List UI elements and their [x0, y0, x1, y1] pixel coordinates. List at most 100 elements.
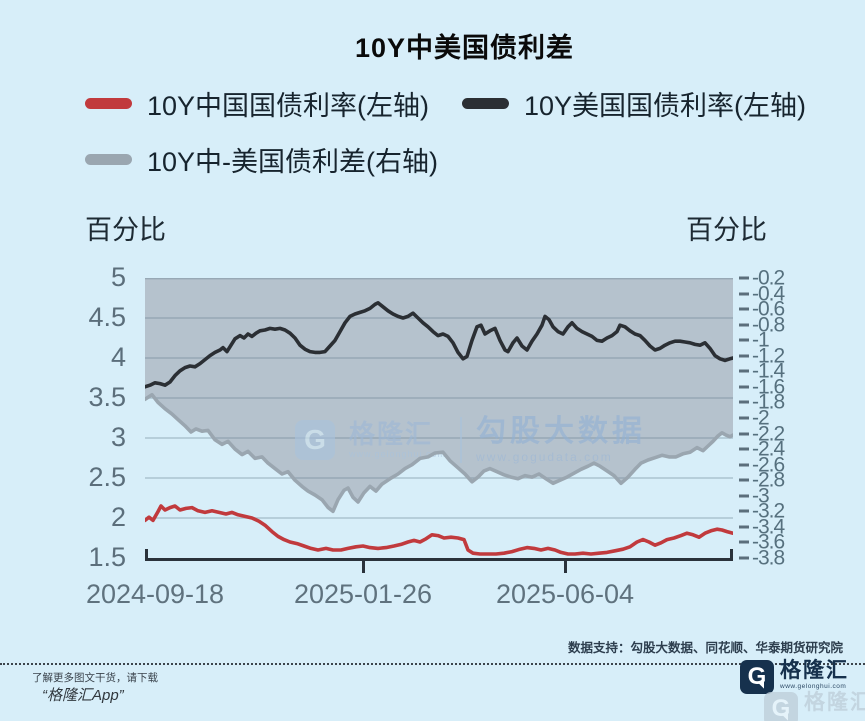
y-axis-tick-right: -2.2: [739, 422, 785, 446]
tick-dash: [739, 478, 749, 482]
tick-dash: [739, 509, 749, 513]
legend-label-spread: 10Y中-美国债利差(右轴): [147, 147, 439, 177]
y-axis-tick-right: -0.8: [739, 313, 785, 337]
legend-label-china: 10Y中国国债利率(左轴): [147, 91, 430, 121]
logo-letter-faded: G: [771, 695, 791, 721]
y-axis-label-right: -2.4: [752, 437, 785, 461]
legend-swatch-china: [85, 98, 132, 109]
footer-divider: [0, 663, 865, 665]
x-axis-line: [145, 549, 733, 573]
y-axis-tick-right: -0.4: [739, 282, 785, 306]
gelonghui-brand-logo: G 格隆汇 www.gelonghui.com: [740, 660, 849, 694]
tick-dash: [739, 307, 749, 311]
legend-swatch-us: [462, 98, 509, 109]
series-line-10Y美国国债利率(左轴): [145, 300, 733, 389]
y-axis-label-left: 1.5: [88, 541, 126, 572]
y-axis-label-right: -3.6: [752, 530, 785, 554]
tick-dash: [739, 540, 749, 544]
y-axis-label-right: -1: [752, 328, 770, 352]
y-axis-tick-right: -3.6: [739, 530, 785, 554]
y-axis-tick-right: -3.8: [739, 546, 785, 570]
x-axis-tick: [563, 561, 567, 573]
chart-title: 10Y中美国债利差: [354, 33, 575, 63]
gelonghui-g-icon-faded: G: [764, 692, 798, 721]
legend-label-us: 10Y美国国债利率(左轴): [524, 91, 807, 121]
y-axis-label-left: 3: [110, 421, 126, 452]
y-axis-label-right: -2: [752, 406, 770, 430]
legend-item-spread: 10Y中-美国债利差(右轴): [85, 140, 438, 179]
right-axis-ticks: -0.2 -0.4 -0.6 -0.8 -1 -1.2 -1.4 -1.6 -1.8 -2 -2.2…: [737, 268, 865, 569]
y-axis-tick-right: -1.4: [739, 359, 785, 383]
y-axis-tick-right: -3: [739, 484, 770, 508]
legend-swatch-spread: [85, 154, 132, 165]
y-axis-label-right: -0.6: [752, 297, 785, 321]
y-axis-label-left: 2: [110, 501, 126, 532]
series-line-10Y中-美国债利差(右轴): [145, 392, 733, 514]
y-axis-label-right: -0.4: [752, 282, 785, 306]
app-name-text: “格隆汇App”: [42, 687, 124, 704]
watermark-partner-url: www.gogudata.com: [476, 450, 613, 464]
y-axis-tick-right: -3.4: [739, 515, 785, 539]
y-axis-tick-right: -0.2: [739, 268, 785, 289]
gelonghui-brand-watermark: G 格隆汇: [764, 692, 865, 721]
y-axis-label-left: 3.5: [88, 381, 126, 412]
brand-url: www.gelonghui.com: [780, 683, 847, 690]
tick-dash: [739, 400, 749, 404]
tick-dash: [739, 338, 749, 342]
y-axis-tick-right: -1: [739, 328, 770, 352]
tick-dash: [739, 276, 749, 280]
y-axis-label-right: -1.8: [752, 390, 785, 414]
gelonghui-g-icon: G: [740, 660, 774, 694]
y-axis-label-right: -1.6: [752, 375, 785, 399]
legend-item-china: 10Y中国国债利率(左轴): [85, 84, 429, 123]
promo-text: 了解更多图文干货，请下载: [32, 672, 158, 684]
y-axis-label-right: -3: [752, 484, 770, 508]
x-axis-label: 2024-09-18: [85, 579, 225, 609]
y-axis-label-left: 5: [110, 261, 126, 292]
tick-dash: [739, 556, 749, 560]
y-axis-tick-right: -2: [739, 406, 770, 430]
y-axis-tick-right: -0.6: [739, 297, 785, 321]
y-axis-label-right: -1.4: [752, 359, 785, 383]
y-axis-label-right: -0.8: [752, 313, 785, 337]
tick-dash: [739, 494, 749, 498]
gelonghui-logo-icon: G: [295, 420, 335, 460]
x-axis-right-cap: [730, 549, 733, 560]
left-axis-caption: 百分比: [85, 215, 166, 245]
tick-dash: [739, 525, 749, 529]
left-axis-ticks: 5 4.5 4 3.5 3 2.5 2 1.5: [0, 262, 132, 572]
series-line-10Y中国国债利率(左轴): [145, 504, 733, 556]
y-axis-label-left: 2.5: [88, 461, 126, 492]
legend-item-us: 10Y美国国债利率(左轴): [462, 84, 806, 123]
y-axis-tick-right: -1.6: [739, 375, 785, 399]
y-axis-tick-right: -2.8: [739, 468, 785, 492]
right-axis-caption: 百分比: [686, 215, 767, 245]
y-axis-label-right: -3.8: [752, 546, 785, 570]
y-axis-tick-right: -1.8: [739, 390, 785, 414]
x-axis-left-cap: [145, 549, 148, 560]
watermark-brand: 格隆汇: [349, 419, 434, 449]
y-axis-label-right: -3.2: [752, 499, 785, 523]
tick-dash: [739, 447, 749, 451]
tick-dash: [739, 354, 749, 358]
tick-dash: [739, 369, 749, 373]
y-axis-label-right: -1.2: [752, 344, 785, 368]
watermark-brand-url: www.gelonghui.com: [349, 449, 447, 459]
tick-dash: [739, 292, 749, 296]
y-axis-tick-right: -2.4: [739, 437, 785, 461]
y-axis-tick-right: -3.2: [739, 499, 785, 523]
x-axis-label: 2025-01-26: [293, 579, 433, 609]
logo-letter: G: [747, 663, 767, 690]
tick-dash: [739, 385, 749, 389]
watermark-partner: 勾股大数据: [476, 415, 647, 448]
y-axis-label-right: -2.8: [752, 468, 785, 492]
y-axis-label-right: -3.4: [752, 515, 785, 539]
brand-name-faded: 格隆汇: [804, 691, 865, 714]
watermark-divider: [460, 417, 463, 463]
y-axis-label-right: -2.2: [752, 422, 785, 446]
x-axis-label: 2025-06-04: [495, 579, 635, 609]
chart-watermark: G 格隆汇 www.gelonghui.com 勾股大数据 www.goguda…: [295, 417, 646, 463]
data-source-note: 数据支持：勾股大数据、同花顺、华泰期货研究院: [567, 641, 843, 655]
y-axis-label-right: -2.6: [752, 453, 785, 477]
